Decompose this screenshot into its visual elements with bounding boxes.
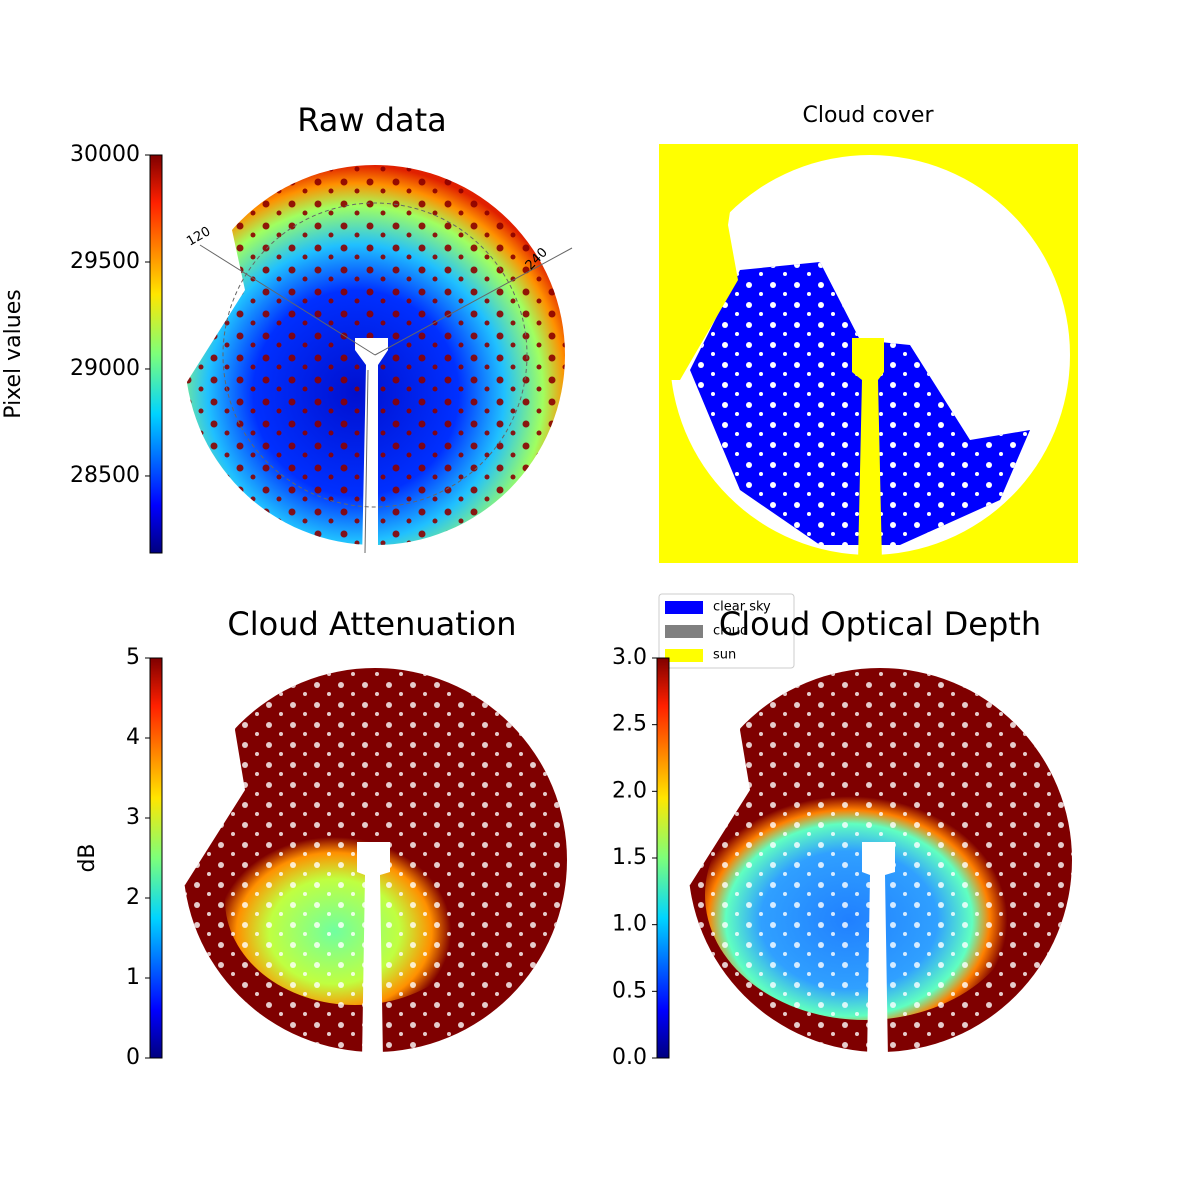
colorbar [149, 154, 163, 554]
colorbar [149, 657, 163, 1059]
colorbar-tick-label: 0.0 [612, 1045, 647, 1070]
legend-swatch [665, 601, 703, 614]
legend-label: sun [713, 648, 736, 663]
colorbar-tick-label: 1.0 [612, 912, 647, 937]
colorbar-tick-label: 2 [126, 885, 140, 910]
panel-title: Raw data [297, 101, 447, 139]
colorbar-tick-label: 1 [126, 965, 140, 990]
colorbar-label: dB [75, 843, 100, 872]
optical-depth-image [675, 650, 1072, 1060]
legend-swatch [665, 625, 703, 638]
colorbar-tick-label: 2.0 [612, 778, 647, 803]
colorbar-tick-label: 3.0 [612, 645, 647, 670]
colorbar-tick-label: 3 [126, 805, 140, 830]
raw-image [170, 150, 573, 560]
panel-title: Cloud Optical Depth [719, 605, 1041, 643]
legend-swatch [665, 649, 703, 662]
colorbar-label: Pixel values [1, 289, 26, 418]
panel-title: Cloud Attenuation [227, 605, 516, 643]
colorbar-tick-label: 29000 [70, 356, 140, 381]
legend-label: cloud [713, 624, 748, 639]
colorbar-tick-label: 4 [126, 725, 140, 750]
colorbar-tick-label: 2.5 [612, 712, 647, 737]
colorbar-tick-label: 1.5 [612, 845, 647, 870]
legend-label: clear sky [713, 600, 771, 615]
colorbar-tick-label: 0 [126, 1045, 140, 1070]
colorbar-tick-label: 29500 [70, 249, 140, 274]
colorbar-tick-label: 28500 [70, 463, 140, 488]
colorbar-tick-label: 0.5 [612, 978, 647, 1003]
colorbar [656, 657, 670, 1059]
colorbar-tick-label: 5 [126, 645, 140, 670]
panel-title: Cloud cover [803, 103, 935, 128]
colorbar-tick-label: 30000 [70, 142, 140, 167]
attenuation-image [170, 650, 567, 1060]
cloud-cover-image [659, 144, 1078, 563]
